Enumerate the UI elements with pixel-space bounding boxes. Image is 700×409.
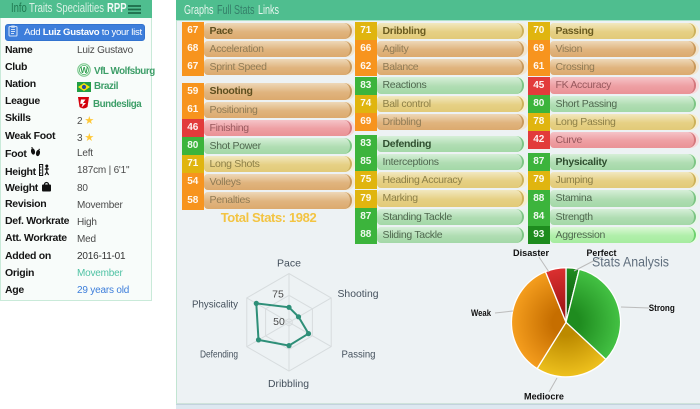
svg-text:Passing: Passing xyxy=(342,349,376,361)
svg-text:Stats Analysis: Stats Analysis xyxy=(592,254,669,270)
svg-text:Defending: Defending xyxy=(200,349,238,361)
svg-text:Shooting: Shooting xyxy=(338,288,379,300)
svg-text:Perfect: Perfect xyxy=(587,248,617,258)
svg-text:Strong: Strong xyxy=(649,303,675,313)
svg-text:Dribbling: Dribbling xyxy=(268,378,309,390)
svg-text:Disaster: Disaster xyxy=(513,248,549,258)
svg-text:Physicality: Physicality xyxy=(192,299,239,311)
svg-text:50: 50 xyxy=(273,316,285,328)
svg-text:Mediocre: Mediocre xyxy=(524,392,564,402)
svg-text:W: W xyxy=(80,65,88,74)
svg-text:75: 75 xyxy=(272,289,284,301)
svg-text:Weak: Weak xyxy=(471,308,492,318)
svg-text:Pace: Pace xyxy=(277,258,301,270)
